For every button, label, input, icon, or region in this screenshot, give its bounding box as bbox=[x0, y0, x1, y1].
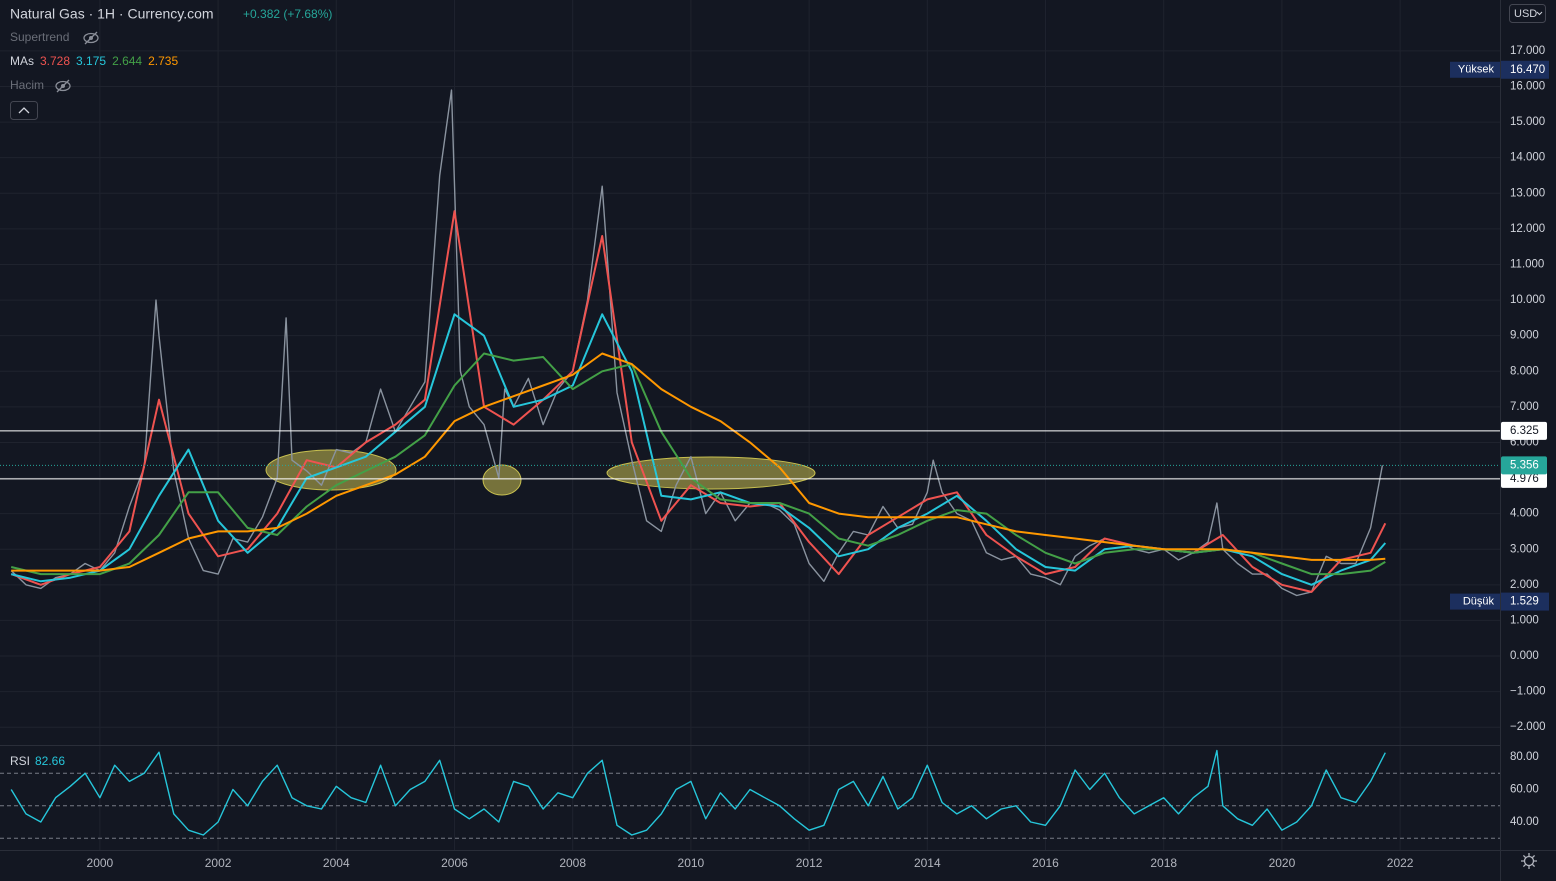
extreme-box bbox=[1450, 61, 1500, 78]
x-tick-label: 2002 bbox=[205, 856, 232, 870]
y-tick-label: 60.00 bbox=[1510, 784, 1539, 796]
price-change: +0.382 (+7.68%) bbox=[243, 7, 332, 21]
price-line bbox=[10, 89, 1384, 597]
x-tick-label: 2018 bbox=[1150, 856, 1177, 870]
extreme-label: Yüksek bbox=[1458, 64, 1495, 76]
y-tick-label: 10.000 bbox=[1510, 294, 1545, 306]
rsi-pane bbox=[0, 749, 1500, 839]
x-tick-label: 2006 bbox=[441, 856, 468, 870]
ma-values: 3.728 3.175 2.644 2.735 bbox=[40, 54, 178, 68]
extreme-value: 16.470 bbox=[1510, 64, 1545, 76]
extreme-value: 1.529 bbox=[1510, 596, 1539, 608]
x-tick-label: 2022 bbox=[1387, 856, 1414, 870]
x-tick-label: 2000 bbox=[87, 856, 114, 870]
y-tick-label: 0.000 bbox=[1510, 650, 1539, 662]
y-tick-label: −1.000 bbox=[1510, 686, 1546, 698]
collapse-button[interactable] bbox=[10, 101, 38, 120]
rsi-line bbox=[10, 749, 1386, 836]
x-tick-label: 2014 bbox=[914, 856, 941, 870]
currency-button[interactable]: USD bbox=[1509, 4, 1546, 23]
hidden-icon[interactable] bbox=[55, 79, 71, 93]
y-tick-label: 12.000 bbox=[1510, 223, 1545, 235]
indicator-name[interactable]: Supertrend bbox=[10, 30, 69, 44]
price-label: 6.325 bbox=[1510, 425, 1539, 437]
ma-line bbox=[11, 352, 1386, 572]
x-tick-label: 2010 bbox=[678, 856, 705, 870]
ma-value: 3.175 bbox=[76, 54, 106, 68]
price-label-box bbox=[1501, 421, 1547, 440]
x-tick-label: 2012 bbox=[796, 856, 823, 870]
rsi-title: RSI bbox=[10, 754, 30, 768]
y-tick-label: 4.000 bbox=[1510, 508, 1539, 520]
x-tick-label: 2008 bbox=[559, 856, 586, 870]
y-tick-label: 15.000 bbox=[1510, 116, 1545, 128]
y-tick-label: 16.000 bbox=[1510, 81, 1545, 93]
chart-title: Natural Gas · 1H · Currency.com bbox=[10, 6, 214, 22]
y-tick-label: 2.000 bbox=[1510, 579, 1539, 591]
indicator-name[interactable]: Hacim bbox=[10, 78, 44, 92]
y-tick-label: 8.000 bbox=[1510, 365, 1539, 377]
y-tick-label: 7.000 bbox=[1510, 401, 1539, 413]
y-tick-label: −2.000 bbox=[1510, 721, 1546, 733]
extreme-box bbox=[1450, 593, 1500, 610]
highlight-ellipse bbox=[482, 464, 522, 496]
y-tick-label: 40.00 bbox=[1510, 816, 1539, 828]
indicator-name[interactable]: MAs bbox=[10, 54, 34, 68]
legend: Natural Gas · 1H · Currency.com +0.382 (… bbox=[10, 6, 332, 768]
currency-label[interactable]: USD bbox=[1514, 8, 1537, 20]
y-tick-label: 17.000 bbox=[1510, 45, 1545, 57]
price-label-box bbox=[1501, 469, 1547, 488]
rsi-value: 82.66 bbox=[35, 754, 65, 768]
extreme-value-box bbox=[1501, 592, 1549, 611]
hidden-icon[interactable] bbox=[83, 31, 99, 45]
extreme-label: Düşük bbox=[1463, 595, 1495, 607]
y-tick-label: 1.000 bbox=[1510, 614, 1539, 626]
y-tick-label: 11.000 bbox=[1510, 259, 1544, 271]
y-tick-label: 80.00 bbox=[1510, 751, 1539, 763]
settings-icon[interactable] bbox=[1521, 853, 1537, 869]
extreme-value-box bbox=[1501, 60, 1549, 79]
price-label-box bbox=[1501, 456, 1547, 475]
axes: 2000 2002 2004 2006 2008 2010 2012 2014 2016 2018… bbox=[87, 45, 1549, 870]
y-tick-label: 9.000 bbox=[1510, 330, 1539, 342]
ma-value: 3.728 bbox=[40, 54, 70, 68]
price-label: 4.976 bbox=[1510, 473, 1539, 485]
x-tick-label: 2016 bbox=[1032, 856, 1059, 870]
ma-value: 2.735 bbox=[148, 54, 178, 68]
x-tick-label: 2004 bbox=[323, 856, 350, 870]
x-tick-label: 2020 bbox=[1269, 856, 1296, 870]
y-tick-label: 3.000 bbox=[1510, 543, 1539, 555]
ma-value: 2.644 bbox=[112, 54, 142, 68]
price-label: 5.356 bbox=[1510, 459, 1539, 471]
y-tick-label: 14.000 bbox=[1510, 152, 1545, 164]
grid bbox=[0, 0, 1500, 850]
y-tick-label: 13.000 bbox=[1510, 187, 1545, 199]
main-pane bbox=[0, 89, 1500, 597]
